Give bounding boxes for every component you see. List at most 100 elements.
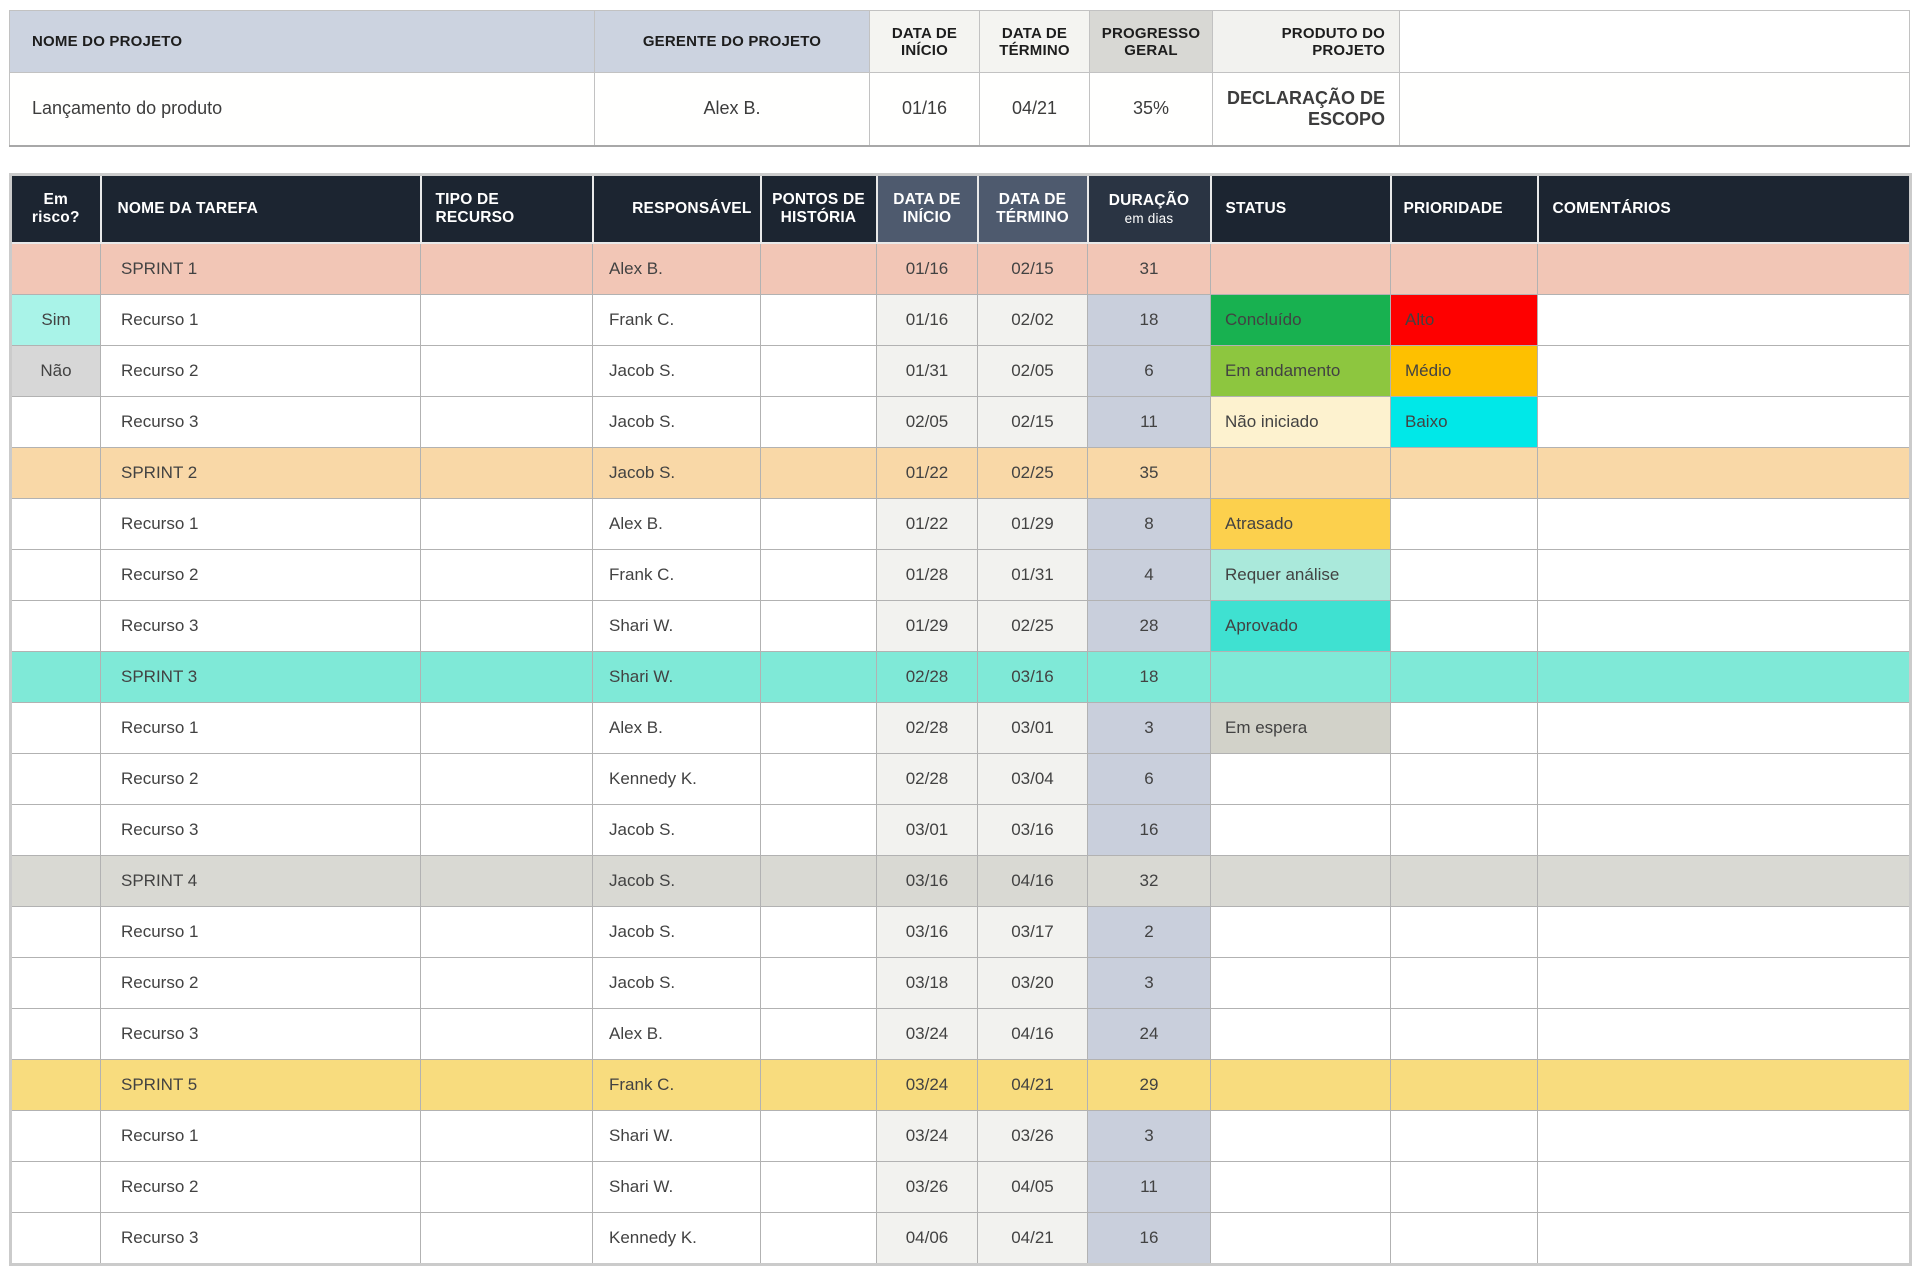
owner-cell[interactable]: Jacob S.: [592, 395, 761, 448]
comments-cell[interactable]: [1537, 1160, 1911, 1213]
story-points-cell[interactable]: [760, 1007, 877, 1060]
resource-type-cell[interactable]: [420, 854, 593, 907]
comments-cell[interactable]: [1537, 1007, 1911, 1060]
task-name-cell[interactable]: Recurso 2: [100, 548, 421, 601]
owner-cell[interactable]: Shari W.: [592, 599, 761, 652]
resource-type-cell[interactable]: [420, 497, 593, 550]
risk-cell[interactable]: [10, 1160, 101, 1213]
comments-cell[interactable]: [1537, 446, 1911, 499]
task-name-cell[interactable]: SPRINT 4: [100, 854, 421, 907]
duration-cell[interactable]: 24: [1087, 1007, 1211, 1060]
start-date-cell[interactable]: 02/28: [876, 752, 978, 805]
end-date-cell[interactable]: 02/15: [977, 395, 1088, 448]
project-end-date-value[interactable]: 04/21: [979, 72, 1090, 146]
status-cell[interactable]: [1210, 956, 1391, 1009]
end-date-cell[interactable]: 03/26: [977, 1109, 1088, 1162]
owner-cell[interactable]: Kennedy K.: [592, 1211, 761, 1265]
resource-type-cell[interactable]: [420, 650, 593, 703]
owner-cell[interactable]: Jacob S.: [592, 956, 761, 1009]
owner-cell[interactable]: Frank C.: [592, 548, 761, 601]
owner-cell[interactable]: Frank C.: [592, 1058, 761, 1111]
owner-cell[interactable]: Alex B.: [592, 1007, 761, 1060]
resource-type-cell[interactable]: [420, 446, 593, 499]
project-start-date-value[interactable]: 01/16: [869, 72, 980, 146]
task-name-cell[interactable]: Recurso 1: [100, 701, 421, 754]
end-date-cell[interactable]: 02/25: [977, 446, 1088, 499]
start-date-cell[interactable]: 03/24: [876, 1007, 978, 1060]
priority-cell[interactable]: [1390, 1160, 1538, 1213]
resource-type-cell[interactable]: [420, 548, 593, 601]
resource-type-cell[interactable]: [420, 905, 593, 958]
start-date-cell[interactable]: 01/16: [876, 242, 978, 295]
risk-cell[interactable]: [10, 752, 101, 805]
resource-type-cell[interactable]: [420, 293, 593, 346]
task-name-cell[interactable]: Recurso 3: [100, 395, 421, 448]
end-date-cell[interactable]: 03/17: [977, 905, 1088, 958]
task-name-cell[interactable]: SPRINT 3: [100, 650, 421, 703]
status-cell[interactable]: [1210, 752, 1391, 805]
story-points-cell[interactable]: [760, 1211, 877, 1265]
comments-cell[interactable]: [1537, 395, 1911, 448]
start-date-cell[interactable]: 03/16: [876, 905, 978, 958]
comments-cell[interactable]: [1537, 1109, 1911, 1162]
status-cell[interactable]: Concluído: [1210, 293, 1391, 346]
comments-cell[interactable]: [1537, 497, 1911, 550]
duration-cell[interactable]: 29: [1087, 1058, 1211, 1111]
story-points-cell[interactable]: [760, 599, 877, 652]
project-manager-value[interactable]: Alex B.: [594, 72, 870, 146]
comments-cell[interactable]: [1537, 956, 1911, 1009]
end-date-cell[interactable]: 04/16: [977, 1007, 1088, 1060]
duration-cell[interactable]: 2: [1087, 905, 1211, 958]
start-date-cell[interactable]: 01/22: [876, 446, 978, 499]
end-date-cell[interactable]: 02/25: [977, 599, 1088, 652]
priority-cell[interactable]: [1390, 548, 1538, 601]
story-points-cell[interactable]: [760, 497, 877, 550]
status-cell[interactable]: [1210, 1007, 1391, 1060]
story-points-cell[interactable]: [760, 956, 877, 1009]
priority-cell[interactable]: Baixo: [1390, 395, 1538, 448]
risk-cell[interactable]: [10, 1007, 101, 1060]
comments-cell[interactable]: [1537, 650, 1911, 703]
task-name-cell[interactable]: SPRINT 1: [100, 242, 421, 295]
status-cell[interactable]: [1210, 1160, 1391, 1213]
end-date-cell[interactable]: 04/21: [977, 1058, 1088, 1111]
owner-cell[interactable]: Shari W.: [592, 1160, 761, 1213]
start-date-cell[interactable]: 01/16: [876, 293, 978, 346]
priority-cell[interactable]: [1390, 854, 1538, 907]
start-date-cell[interactable]: 03/01: [876, 803, 978, 856]
story-points-cell[interactable]: [760, 905, 877, 958]
story-points-cell[interactable]: [760, 242, 877, 295]
comments-cell[interactable]: [1537, 599, 1911, 652]
status-cell[interactable]: [1210, 242, 1391, 295]
end-date-cell[interactable]: 03/01: [977, 701, 1088, 754]
comments-cell[interactable]: [1537, 242, 1911, 295]
priority-cell[interactable]: [1390, 1058, 1538, 1111]
status-cell[interactable]: [1210, 446, 1391, 499]
priority-cell[interactable]: [1390, 599, 1538, 652]
risk-cell[interactable]: [10, 956, 101, 1009]
risk-cell[interactable]: [10, 650, 101, 703]
end-date-cell[interactable]: 04/05: [977, 1160, 1088, 1213]
status-cell[interactable]: Não iniciado: [1210, 395, 1391, 448]
story-points-cell[interactable]: [760, 293, 877, 346]
priority-cell[interactable]: [1390, 1109, 1538, 1162]
status-cell[interactable]: Em andamento: [1210, 344, 1391, 397]
risk-cell[interactable]: [10, 854, 101, 907]
comments-cell[interactable]: [1537, 548, 1911, 601]
risk-cell[interactable]: [10, 242, 101, 295]
owner-cell[interactable]: Shari W.: [592, 1109, 761, 1162]
task-name-cell[interactable]: Recurso 3: [100, 803, 421, 856]
task-name-cell[interactable]: Recurso 2: [100, 1160, 421, 1213]
resource-type-cell[interactable]: [420, 752, 593, 805]
duration-cell[interactable]: 11: [1087, 395, 1211, 448]
owner-cell[interactable]: Jacob S.: [592, 344, 761, 397]
start-date-cell[interactable]: 03/18: [876, 956, 978, 1009]
risk-cell[interactable]: [10, 548, 101, 601]
story-points-cell[interactable]: [760, 752, 877, 805]
status-cell[interactable]: [1210, 1058, 1391, 1111]
start-date-cell[interactable]: 04/06: [876, 1211, 978, 1265]
start-date-cell[interactable]: 01/28: [876, 548, 978, 601]
story-points-cell[interactable]: [760, 701, 877, 754]
risk-cell[interactable]: [10, 1211, 101, 1265]
status-cell[interactable]: [1210, 854, 1391, 907]
